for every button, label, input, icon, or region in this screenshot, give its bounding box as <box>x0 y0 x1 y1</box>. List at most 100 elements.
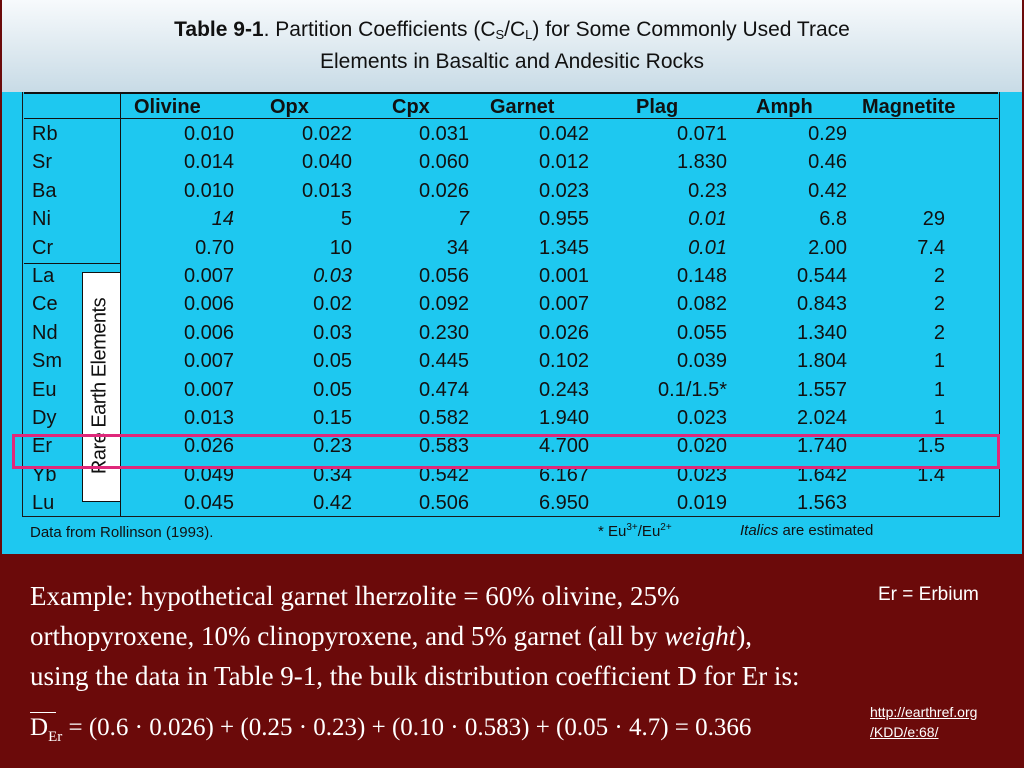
table-cell: 0.474 <box>418 378 469 401</box>
example-line-3: using the data in Table 9-1, the bulk di… <box>30 661 800 691</box>
table-cell: 0.010 <box>183 179 234 202</box>
element-symbol: Sm <box>32 350 62 373</box>
title-band: Table 9-1. Partition Coefficients (CS/CL… <box>2 0 1022 92</box>
table-cell: 34 <box>446 236 469 259</box>
earthref-link-path[interactable]: /KDD/e:68/ <box>870 724 939 740</box>
table-cell: 0.040 <box>301 151 352 174</box>
table-cell: 0.049 <box>183 463 234 486</box>
table-cell: 1 <box>933 378 945 401</box>
table-cell: 0.03 <box>313 321 352 344</box>
table-cell: 0.007 <box>183 350 234 373</box>
table-cell: 0.34 <box>313 463 352 486</box>
table-cell: 0.055 <box>676 321 727 344</box>
table-cell: 0.022 <box>301 123 352 145</box>
table-cell: 0.70 <box>195 236 234 259</box>
table-cell: 0.843 <box>796 293 847 316</box>
table-cell: 0.013 <box>183 407 234 429</box>
table-cell: 1.340 <box>796 321 847 344</box>
table-cell: 2.00 <box>808 236 847 259</box>
column-header: Cpx <box>392 96 430 118</box>
table-cell: 0.01 <box>688 208 727 231</box>
table-cell: 1.345 <box>538 236 589 259</box>
table-cell: 0.014 <box>183 151 234 174</box>
table-cell: 0.583 <box>418 435 469 458</box>
column-header: Plag <box>636 96 679 118</box>
table-cell: 1 <box>933 407 945 429</box>
table-frame <box>22 92 1000 517</box>
table-cell: 10 <box>329 236 352 259</box>
table-cell: 0.42 <box>313 492 352 515</box>
table-cell: 2.024 <box>796 407 847 429</box>
table-cell: 0.02 <box>313 293 352 316</box>
table-cell: 1 <box>933 350 945 373</box>
er-row-highlight <box>12 434 1000 469</box>
table-cell: 0.031 <box>418 123 469 145</box>
element-symbol: Er <box>32 435 52 458</box>
table-cell: 0.243 <box>538 378 589 401</box>
table-cell: 4.700 <box>538 435 589 458</box>
table-cell: 0.1/1.5* <box>658 378 727 401</box>
table-cell: 1.940 <box>538 407 589 429</box>
table-cell: 0.056 <box>418 265 469 287</box>
table-cell: 0.045 <box>183 492 234 515</box>
table-cell: 2 <box>933 293 945 316</box>
table-cell: 0.506 <box>418 492 469 515</box>
header-top-rule <box>24 92 998 94</box>
table-title: Table 9-1. Partition Coefficients (CS/CL… <box>174 18 850 42</box>
element-symbol: Ba <box>32 179 57 202</box>
table-cell: 0.042 <box>538 123 589 145</box>
element-symbol: Sr <box>32 151 52 174</box>
column-header: Olivine <box>134 96 201 118</box>
table-cell: 5 <box>340 208 352 231</box>
column-header: Amph <box>756 96 813 118</box>
element-symbol: Yb <box>32 463 57 486</box>
table-cell: 0.001 <box>538 265 589 287</box>
table-cell: 0.023 <box>538 179 589 202</box>
element-symbol: Ce <box>32 293 58 316</box>
earthref-link[interactable]: http://earthref.org <box>870 704 978 720</box>
column-header: Magnetite <box>862 96 956 118</box>
example-line-1: Example: hypothetical garnet lherzolite … <box>30 581 680 611</box>
table-cell: 0.955 <box>538 208 589 231</box>
column-header: Opx <box>270 96 309 118</box>
table-cell: 6.167 <box>538 463 589 486</box>
element-symbol: La <box>32 265 55 287</box>
table-cell: 0.006 <box>183 293 234 316</box>
table-cell: 0.023 <box>676 407 727 429</box>
table-cell: 14 <box>211 208 234 231</box>
table-cell: 6.8 <box>819 208 847 231</box>
table-cell: 1.642 <box>796 463 847 486</box>
table-cell: 0.42 <box>808 179 847 202</box>
table-cell: 0.29 <box>808 123 847 145</box>
element-symbol: Rb <box>32 123 58 145</box>
ree-group-rule <box>24 263 121 264</box>
table-cell: 7.4 <box>917 236 945 259</box>
example-line-2: orthopyroxene, 10% clinopyroxene, and 5%… <box>30 621 753 651</box>
table-cell: 0.026 <box>183 435 234 458</box>
table-cell: 0.020 <box>676 435 727 458</box>
table-cell: 0.445 <box>418 350 469 373</box>
table-cell: 0.007 <box>183 378 234 401</box>
table-cell: 29 <box>922 208 945 231</box>
table-cell: 0.026 <box>418 179 469 202</box>
table-cell: 0.148 <box>676 265 727 287</box>
column-header: Garnet <box>490 96 555 118</box>
rare-earth-label-box <box>82 272 121 502</box>
table-cell: 1.4 <box>917 463 945 486</box>
table-cell: 0.05 <box>313 378 352 401</box>
table-cell: 1.830 <box>676 151 727 174</box>
table-cell: 0.15 <box>313 407 352 429</box>
table-cell: 1.804 <box>796 350 847 373</box>
table-cell: 0.060 <box>418 151 469 174</box>
table-cell: 0.012 <box>538 151 589 174</box>
table-cell: 0.01 <box>688 236 727 259</box>
table-cell: 0.102 <box>538 350 589 373</box>
bulk-d-formula: DEr = (0.6 · 0.026) + (0.25 · 0.23) + (0… <box>30 714 752 745</box>
data-source-note: Data from Rollinson (1993). <box>30 524 214 541</box>
d-symbol: D <box>30 714 49 741</box>
element-symbol: Cr <box>32 236 54 259</box>
table-cell: 0.039 <box>676 350 727 373</box>
erbium-note: Er = Erbium <box>878 584 979 605</box>
table-cell: 6.950 <box>538 492 589 515</box>
element-symbol: Dy <box>32 407 57 429</box>
